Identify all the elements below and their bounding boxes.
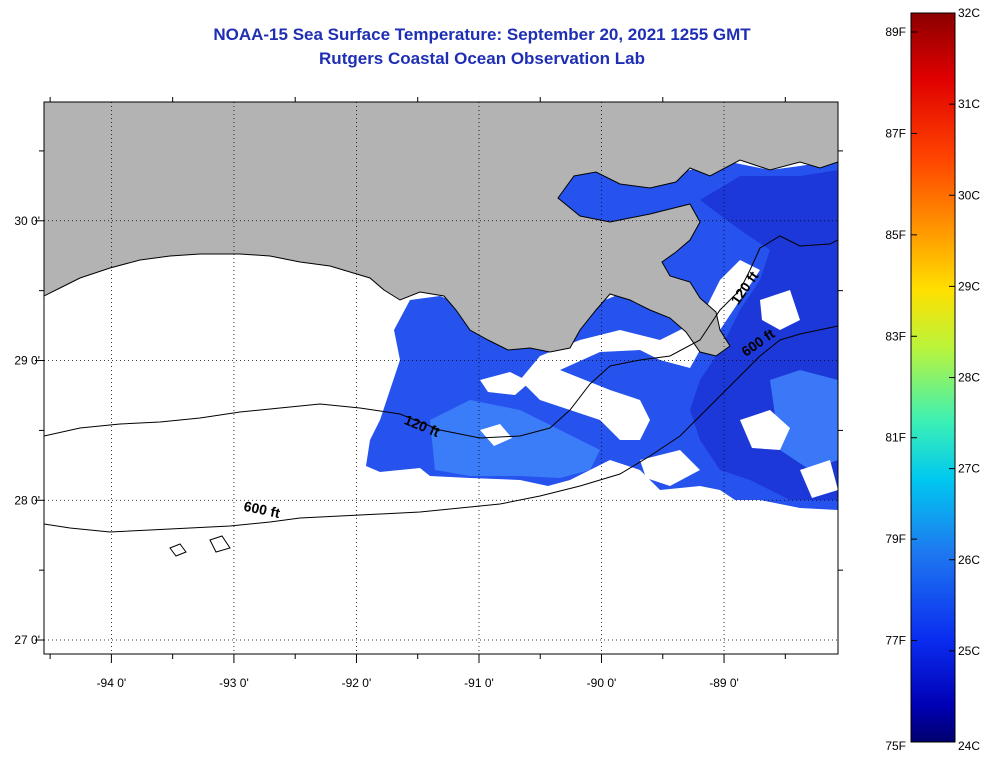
colorbar-label-fahrenheit: 81F — [885, 431, 906, 445]
colorbar-label-celsius: 24C — [958, 739, 980, 753]
cloud-gap-6 — [800, 460, 838, 498]
lat-tick-label: 29 0' — [14, 354, 40, 368]
cloud-gap-3 — [760, 290, 800, 330]
contour-label: 600 ft — [242, 498, 281, 521]
colorbar-label-fahrenheit: 89F — [885, 25, 906, 39]
axis-ticks: -94 0' -93 0' -92 0' -91 0' -90 0' -89 0' 30 0… — [14, 97, 843, 690]
contour-120ft — [44, 235, 838, 439]
colorbar-label-fahrenheit: 79F — [885, 532, 906, 546]
sst-field-west — [430, 400, 600, 478]
sst-field-light-patch — [770, 370, 838, 470]
lat-lon-grid — [44, 102, 838, 654]
cloud-gap-center — [520, 260, 760, 440]
lon-tick-label: -90 0' — [587, 676, 617, 690]
cloud-gaps — [480, 260, 838, 498]
lat-tick-label: 28 0' — [14, 493, 40, 507]
colorbar-label-celsius: 25C — [958, 644, 980, 658]
cloud-gap-4 — [480, 424, 512, 446]
cloud-gap-2 — [740, 410, 790, 450]
colorbar-label-fahrenheit: 87F — [885, 126, 906, 140]
lat-tick-label: 27 0' — [14, 633, 40, 647]
lat-tick-label: 30 0' — [14, 214, 40, 228]
lon-tick-label: -89 0' — [709, 676, 739, 690]
cloud-gap-5 — [640, 450, 700, 486]
colorbar-ramp — [910, 12, 956, 743]
colorbar-label-celsius: 30C — [958, 188, 980, 202]
colorbar-label-celsius: 28C — [958, 371, 980, 385]
map-subtitle: Rutgers Coastal Ocean Observation Lab — [319, 49, 645, 68]
colorbar-label-celsius: 27C — [958, 462, 980, 476]
colorbar-labels: 32C 31C 30C 29C 28C 27C 26C 25C 24C 89F 87F 85F 83F 8… — [885, 6, 980, 753]
colorbar-label-celsius: 31C — [958, 97, 980, 111]
lon-tick-label: -94 0' — [97, 676, 127, 690]
map-frame — [43, 101, 839, 655]
lon-tick-label: -92 0' — [342, 676, 372, 690]
lon-tick-label: -91 0' — [464, 676, 494, 690]
map-title: NOAA-15 Sea Surface Temperature: Septemb… — [213, 25, 751, 44]
contour-600ft — [44, 325, 838, 533]
colorbar-label-celsius: 29C — [958, 279, 980, 293]
colorbar: 32C 31C 30C 29C 28C 27C 26C 25C 24C 89F 87F 85F 83F 8… — [885, 6, 980, 753]
colorbar-label-fahrenheit: 75F — [885, 739, 906, 753]
colorbar-label-fahrenheit: 85F — [885, 228, 906, 242]
colorbar-label-celsius: 32C — [958, 6, 980, 20]
land-mass — [44, 102, 838, 357]
contour-600ft-island-1 — [169, 543, 187, 557]
colorbar-label-fahrenheit: 77F — [885, 634, 906, 648]
contour-600ft-island-2 — [209, 535, 231, 553]
cloud-gap-1 — [480, 372, 530, 395]
colorbar-label-fahrenheit: 83F — [885, 329, 906, 343]
bathymetry-contours — [44, 235, 838, 557]
colorbar-label-celsius: 26C — [958, 553, 980, 567]
lon-tick-label: -93 0' — [219, 676, 249, 690]
